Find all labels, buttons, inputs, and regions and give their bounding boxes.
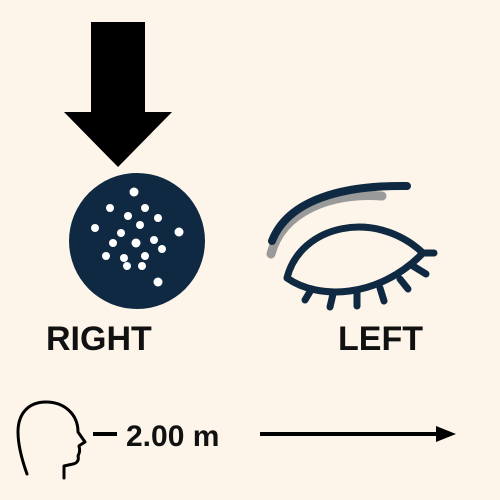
eyelash bbox=[380, 288, 384, 301]
eye-dot bbox=[132, 239, 141, 248]
eye-dot bbox=[91, 224, 99, 232]
eye-dot bbox=[175, 228, 184, 237]
eye-dot bbox=[136, 221, 144, 229]
right-eye-label: RIGHT bbox=[46, 322, 152, 356]
eye-dot bbox=[154, 278, 163, 287]
eye-dot bbox=[130, 188, 139, 197]
eye-dot bbox=[138, 262, 146, 270]
dotted-circle-eye-icon bbox=[69, 173, 205, 309]
eye-dot bbox=[154, 214, 162, 222]
distance-label: 2.00 m bbox=[126, 422, 219, 452]
eye-dot bbox=[117, 229, 125, 237]
eye-dot bbox=[109, 239, 117, 247]
eye-dot bbox=[141, 252, 149, 260]
eye-dot bbox=[106, 204, 114, 212]
eye-dot bbox=[102, 252, 110, 260]
left-eye-label: LEFT bbox=[338, 322, 423, 356]
eye-dot bbox=[124, 212, 132, 220]
eye-dot bbox=[123, 262, 131, 270]
eye-dot bbox=[158, 245, 166, 253]
eye-dot bbox=[150, 236, 158, 244]
eye-dot bbox=[120, 254, 128, 262]
eye-dot bbox=[141, 204, 149, 212]
eyelash bbox=[330, 294, 333, 307]
